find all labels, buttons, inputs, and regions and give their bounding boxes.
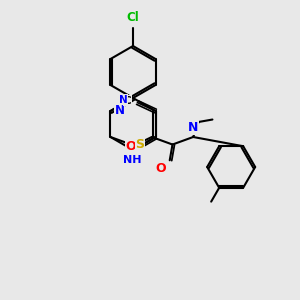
Text: Cl: Cl bbox=[127, 11, 140, 24]
Text: S: S bbox=[135, 138, 144, 151]
Text: O: O bbox=[155, 162, 166, 175]
Text: N: N bbox=[115, 103, 124, 116]
Text: N: N bbox=[119, 94, 128, 104]
Text: N: N bbox=[188, 121, 198, 134]
Text: C: C bbox=[124, 95, 131, 106]
Text: O: O bbox=[125, 140, 136, 154]
Text: NH: NH bbox=[123, 155, 141, 165]
